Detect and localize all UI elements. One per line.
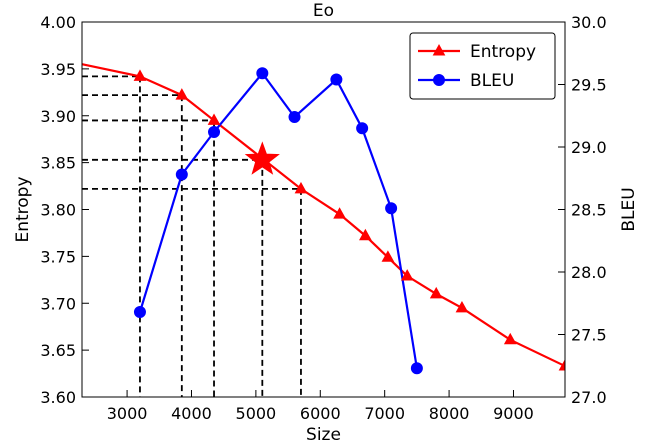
x-axis-label: Size — [306, 425, 341, 445]
y-left-tick-label: 3.90 — [40, 107, 76, 126]
bleu-point — [133, 306, 146, 318]
entropy-point — [133, 69, 147, 81]
entropy-point — [558, 359, 565, 371]
y-left-tick-label: 3.95 — [40, 60, 76, 79]
ticks: 3000 4000 5000 6000 7000 8000 9000 3.60 3.65 3.70… — [40, 13, 606, 423]
entropy-point — [400, 269, 414, 281]
y-right-tick-label: 27.5 — [571, 326, 607, 345]
x-tick-label: 8000 — [429, 404, 470, 423]
x-tick-label: 3000 — [107, 404, 148, 423]
bleu-point — [288, 111, 301, 123]
chart-title: Eo — [313, 1, 334, 21]
bleu-point — [410, 362, 423, 375]
legend-box — [409, 32, 556, 100]
bleu-point — [256, 67, 269, 80]
legend: Entropy BLEU — [409, 32, 556, 100]
series-line-entropy — [81, 63, 566, 368]
y-right-tick-label: 29.0 — [571, 138, 607, 157]
y-right-tick-label: 30.0 — [571, 13, 607, 32]
x-tick-label: 9000 — [493, 404, 534, 423]
reference-lines — [82, 75, 302, 397]
bleu-point — [385, 202, 398, 215]
entropy-point — [455, 300, 469, 313]
y-left-tick-label: 4.00 — [40, 13, 76, 32]
legend-label-entropy: Entropy — [470, 42, 536, 62]
x-tick-label: 4000 — [171, 404, 212, 423]
entropy-point — [333, 207, 346, 219]
legend-label-bleu: BLEU — [470, 71, 514, 91]
y-left-tick-label: 3.85 — [40, 154, 76, 173]
entropy-point — [207, 113, 221, 125]
highlight-star — [244, 141, 280, 175]
entropy-point — [175, 88, 189, 100]
x-tick-label: 5000 — [236, 404, 277, 423]
y-axis-right-label: BLEU — [619, 187, 639, 231]
series-layer — [81, 63, 566, 375]
y-right-tick-label: 27.0 — [571, 388, 607, 407]
y-left-tick-label: 3.80 — [40, 201, 76, 220]
legend-marker-entropy — [432, 44, 446, 56]
y-right-tick-label: 28.0 — [571, 263, 607, 282]
y-axis-left-label: Entropy — [13, 176, 33, 242]
legend-marker-shape — [433, 74, 445, 86]
entropy-point — [359, 228, 372, 241]
bleu-point — [208, 126, 221, 138]
entropy-point — [294, 181, 308, 194]
y-left-tick-label: 3.70 — [40, 294, 76, 313]
y-left-tick-label: 3.65 — [40, 341, 76, 360]
entropy-point — [503, 332, 517, 345]
y-right-tick-label: 28.5 — [571, 201, 607, 220]
bleu-point — [356, 122, 369, 135]
legend-marker-bleu — [433, 74, 445, 86]
y-left-tick-label: 3.60 — [40, 388, 76, 407]
entropy-point — [381, 250, 395, 262]
y-left-tick-label: 3.75 — [40, 247, 76, 266]
bleu-point — [175, 168, 188, 181]
entropy-point — [429, 286, 443, 299]
x-tick-label: 6000 — [300, 404, 341, 423]
y-right-tick-label: 29.5 — [571, 76, 607, 95]
bleu-point — [330, 73, 343, 86]
x-tick-label: 7000 — [364, 404, 405, 423]
legend-marker-shape — [432, 44, 446, 56]
